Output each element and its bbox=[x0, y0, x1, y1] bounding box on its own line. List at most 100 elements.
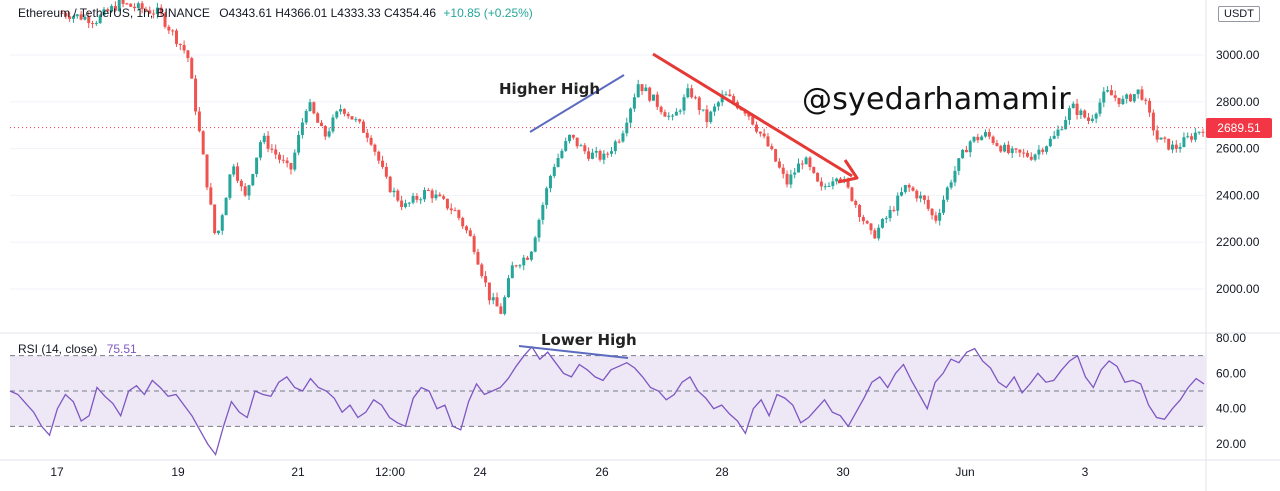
candle-body bbox=[957, 158, 961, 171]
candle bbox=[220, 213, 224, 235]
candle-body bbox=[247, 185, 251, 196]
price-tick-label: 2400.00 bbox=[1216, 188, 1260, 202]
candle bbox=[476, 248, 480, 265]
candle bbox=[518, 264, 522, 269]
candle-body bbox=[674, 111, 678, 116]
candle bbox=[793, 168, 797, 179]
candle bbox=[907, 183, 911, 192]
candle-body bbox=[1159, 137, 1163, 140]
candle-body bbox=[709, 111, 713, 123]
candle-body bbox=[144, 8, 148, 11]
candle bbox=[1060, 126, 1064, 131]
candle-body bbox=[823, 186, 827, 188]
candle bbox=[949, 179, 953, 190]
candle bbox=[304, 109, 308, 125]
candle-body bbox=[392, 190, 396, 193]
candle-body bbox=[415, 195, 419, 200]
candle bbox=[995, 139, 999, 147]
candle bbox=[297, 130, 301, 156]
candle-body bbox=[564, 141, 568, 151]
currency-button[interactable]: USDT bbox=[1218, 6, 1260, 22]
candle bbox=[533, 235, 537, 253]
candle-body bbox=[297, 134, 301, 153]
candle-body bbox=[640, 84, 644, 92]
candle bbox=[1037, 145, 1041, 160]
candle bbox=[403, 199, 407, 209]
candle-body bbox=[892, 209, 896, 211]
candle-body bbox=[1029, 156, 1033, 160]
candle-body bbox=[167, 26, 171, 31]
candle bbox=[285, 157, 289, 168]
candle-body bbox=[1117, 97, 1121, 105]
candle-body bbox=[102, 9, 106, 16]
candle-body bbox=[747, 113, 751, 117]
candle bbox=[407, 201, 411, 207]
candle-body bbox=[205, 154, 209, 188]
candle-body bbox=[1052, 135, 1056, 139]
candle bbox=[1010, 146, 1014, 159]
candle bbox=[957, 158, 961, 176]
candle bbox=[445, 198, 449, 211]
candle-body bbox=[697, 97, 701, 111]
candle-body bbox=[598, 150, 602, 160]
candle bbox=[331, 114, 335, 134]
candle bbox=[964, 145, 968, 153]
candle bbox=[365, 129, 369, 143]
candle bbox=[190, 56, 194, 79]
rsi-label[interactable]: RSI (14, close) bbox=[18, 342, 98, 356]
candle bbox=[472, 233, 476, 255]
candle bbox=[972, 136, 976, 144]
candle bbox=[560, 148, 564, 160]
candle-body bbox=[590, 152, 594, 159]
candle-body bbox=[239, 180, 243, 187]
candle bbox=[1025, 150, 1029, 158]
candle-body bbox=[354, 119, 358, 121]
candle bbox=[1128, 93, 1132, 103]
candle-body bbox=[900, 192, 904, 196]
candle-body bbox=[1106, 90, 1110, 92]
candle bbox=[327, 127, 331, 139]
candle bbox=[270, 144, 274, 153]
candle bbox=[423, 187, 427, 202]
candle bbox=[178, 43, 182, 51]
candle-body bbox=[1098, 102, 1102, 114]
candle bbox=[1052, 130, 1056, 140]
candle-body bbox=[831, 181, 835, 186]
candle bbox=[465, 225, 469, 234]
candle-body bbox=[602, 153, 606, 160]
candle bbox=[1041, 147, 1045, 155]
candle-body bbox=[365, 132, 369, 138]
candle bbox=[610, 147, 614, 157]
candle-body bbox=[873, 230, 877, 239]
candle-body bbox=[667, 115, 671, 117]
candle bbox=[976, 133, 980, 144]
candle bbox=[1064, 116, 1068, 130]
candle bbox=[1022, 148, 1026, 158]
candle-body bbox=[255, 157, 259, 175]
candle bbox=[381, 155, 385, 169]
last-price-badge: 2689.51 bbox=[1206, 118, 1272, 138]
candle bbox=[1125, 93, 1129, 104]
lower-high-trendline bbox=[518, 345, 629, 359]
candle bbox=[529, 250, 533, 262]
candle bbox=[777, 158, 781, 169]
candle bbox=[289, 162, 293, 175]
candle-body bbox=[1094, 113, 1098, 119]
candle bbox=[186, 49, 190, 63]
candle-body bbox=[755, 124, 759, 132]
candle-body bbox=[1060, 129, 1064, 131]
candle-body bbox=[606, 153, 610, 155]
candle bbox=[953, 166, 957, 187]
candle bbox=[568, 134, 572, 144]
candle bbox=[877, 224, 881, 241]
candle-body bbox=[178, 43, 182, 45]
candle bbox=[850, 186, 854, 202]
candle-body bbox=[995, 143, 999, 146]
symbol-label[interactable]: Ethereum / TetherUS, 1h, BINANCE bbox=[18, 6, 210, 20]
candle bbox=[110, 4, 114, 13]
candle bbox=[224, 197, 228, 216]
candle bbox=[79, 10, 83, 21]
candle-body bbox=[190, 58, 194, 79]
